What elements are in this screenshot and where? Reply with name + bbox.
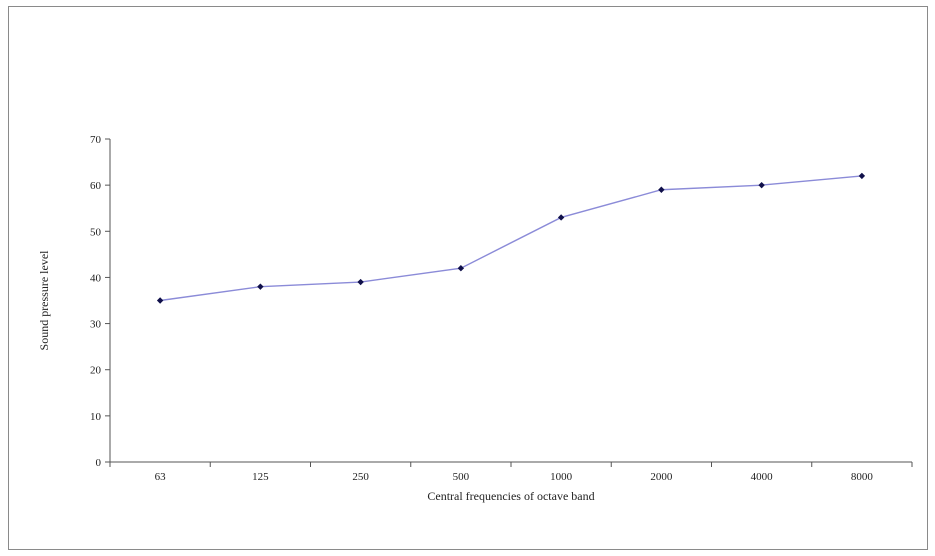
y-tick-label: 50	[90, 226, 102, 238]
y-tick-label: 30	[90, 319, 102, 331]
y-tick-label: 20	[90, 365, 102, 377]
x-tick-label: 63	[155, 471, 167, 483]
axes	[109, 139, 912, 463]
x-tick-label: 1000	[550, 471, 573, 483]
x-tick-label: 2000	[650, 471, 673, 483]
x-tick-label: 8000	[851, 471, 874, 483]
x-tick-label: 4000	[751, 471, 774, 483]
y-axis-title: Sound pressure level	[37, 250, 51, 351]
data-point	[357, 278, 364, 286]
y-tick-label: 60	[90, 180, 102, 192]
y-tick-label: 40	[90, 272, 102, 284]
x-tick-label: 125	[252, 471, 269, 483]
data-point	[758, 181, 765, 189]
y-tick-label: 0	[96, 457, 102, 469]
x-tick-label: 500	[453, 471, 470, 483]
data-point	[156, 297, 164, 304]
data-point	[257, 283, 264, 290]
data-point	[557, 214, 565, 221]
ticks: 0 10 20 30 40 50 60 70 63 125 250 500 1000 2000 4000 80…	[90, 134, 913, 483]
data-point	[658, 186, 665, 193]
series-line	[160, 175, 862, 302]
data-point	[457, 265, 465, 272]
data-point	[858, 172, 866, 180]
y-tick-label: 10	[90, 411, 102, 423]
series	[156, 172, 866, 304]
x-tick-label: 250	[352, 471, 369, 483]
chart-frame	[8, 6, 928, 550]
x-axis-title: Central frequencies of octave band	[427, 489, 594, 503]
y-tick-label: 70	[90, 134, 102, 146]
